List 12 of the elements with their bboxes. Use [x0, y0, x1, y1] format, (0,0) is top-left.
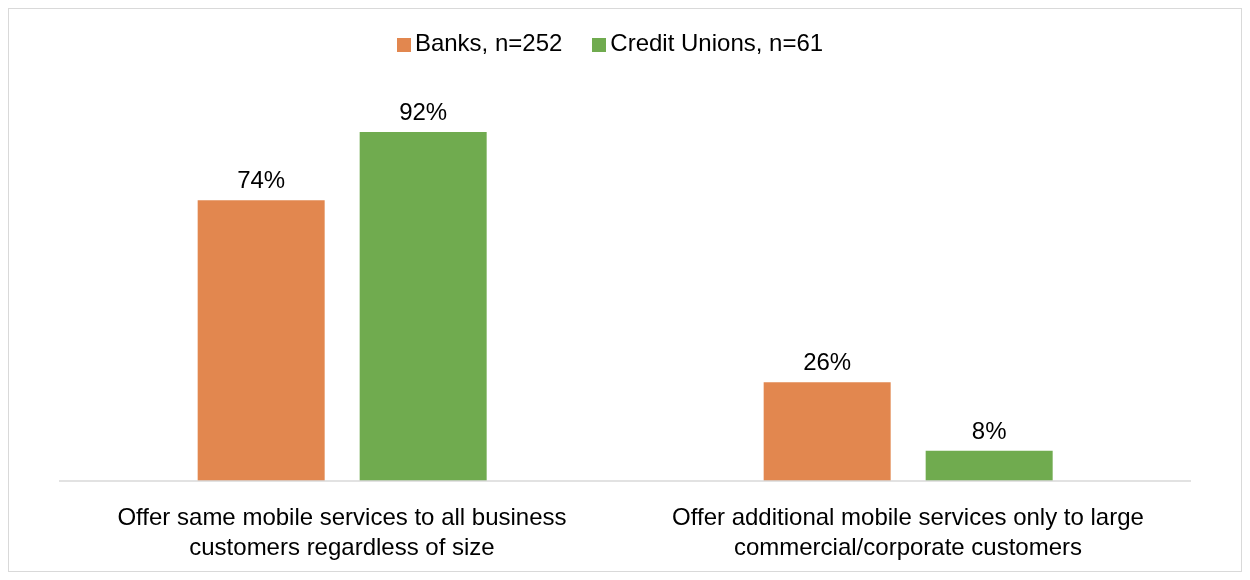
legend-label: Credit Unions, n=61	[610, 29, 824, 56]
bar	[197, 200, 325, 481]
bar	[359, 132, 487, 481]
legend-label: Banks, n=252	[414, 29, 563, 56]
bar	[763, 382, 891, 481]
x-tick-label: Offer same mobile services to all business customers regardless of size	[117, 503, 567, 560]
bar	[925, 450, 1053, 481]
data-label: 74%	[237, 166, 286, 194]
data-label: 92%	[399, 98, 448, 125]
data-label: 26%	[803, 348, 852, 376]
x-tick-label: Offer additional mobile services only to large commercial/corporate customers	[672, 503, 1144, 560]
data-label: 8%	[971, 416, 1007, 444]
